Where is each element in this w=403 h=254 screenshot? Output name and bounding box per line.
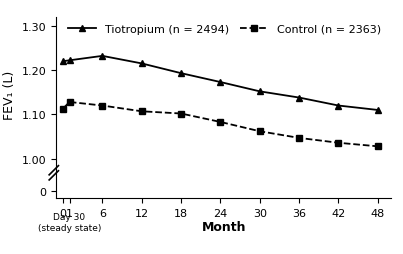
Y-axis label: FEV₁ (L): FEV₁ (L) <box>3 71 17 120</box>
Text: Day 30
(steady state): Day 30 (steady state) <box>38 212 101 232</box>
Legend: Tiotropium (n = 2494), Control (n = 2363): Tiotropium (n = 2494), Control (n = 2363… <box>64 20 385 39</box>
X-axis label: Month: Month <box>202 220 246 233</box>
